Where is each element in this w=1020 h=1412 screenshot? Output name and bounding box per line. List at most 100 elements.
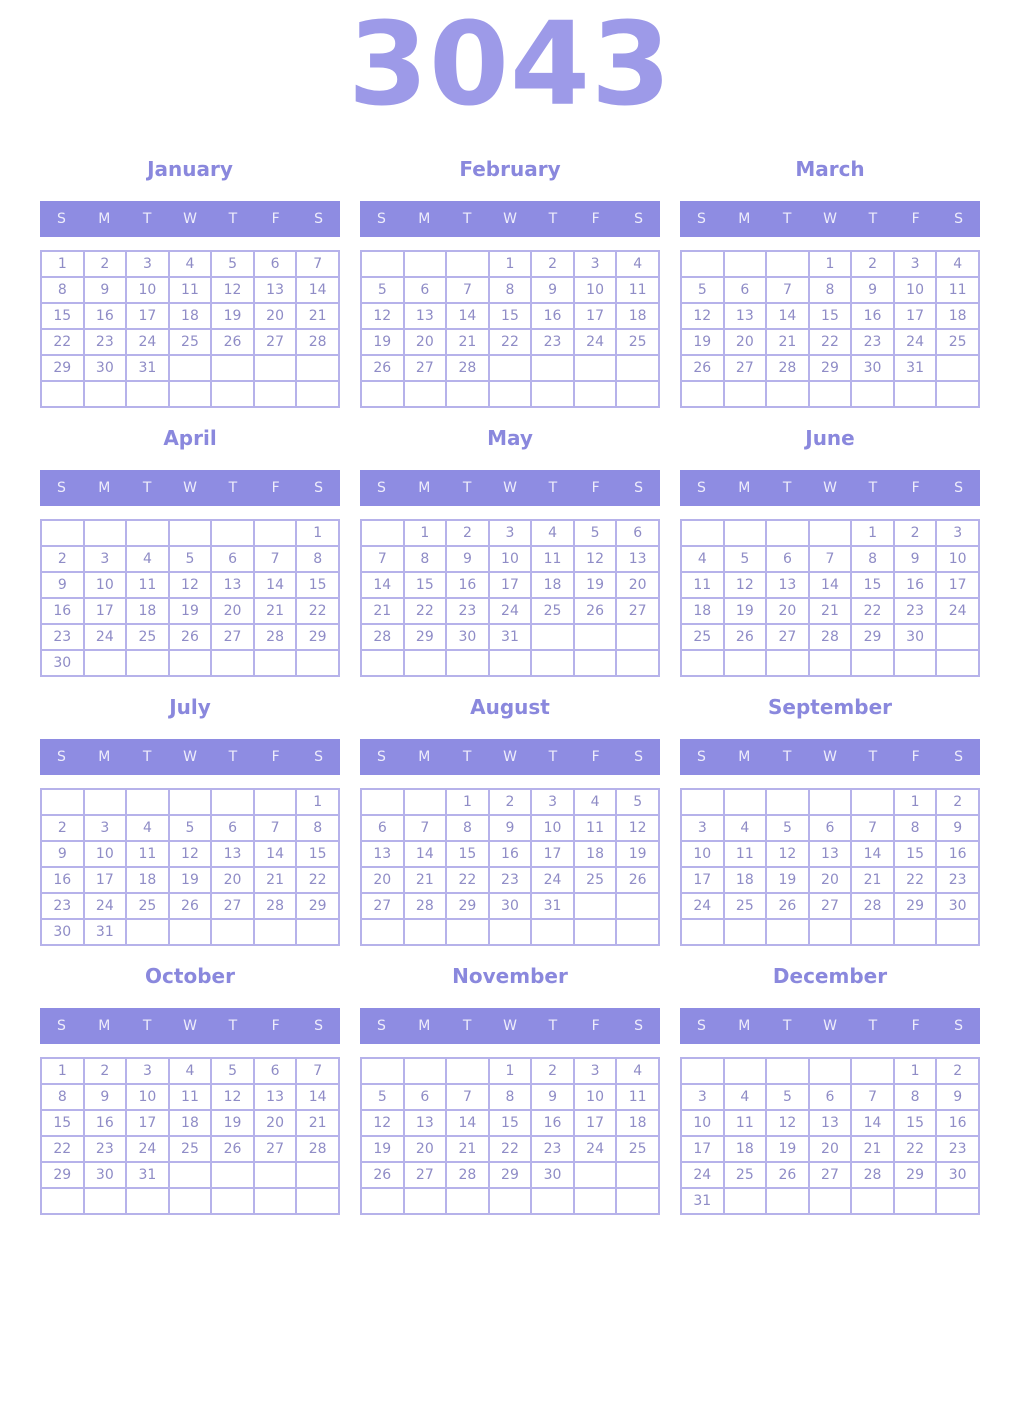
day-cell: 8 [295, 814, 340, 842]
week-row: 30 31 [40, 918, 340, 946]
week-row: 19 20 21 22 23 24 25 [680, 328, 980, 356]
month-day-grid: 1 2 3 4 5 6 7 8 9 10 11 12 13 14 15 16 17 18 19 20 21 22 23 24 2… [680, 788, 980, 946]
weekday-header: F [271, 480, 280, 496]
day-cell: 30 [40, 918, 85, 946]
week-row: 5 6 7 8 9 10 11 [360, 1083, 660, 1111]
day-cell: 22 [445, 866, 490, 894]
empty-day-cell [445, 649, 490, 677]
day-cell: 6 [210, 814, 255, 842]
week-row: 22 23 24 25 26 27 28 [40, 1135, 340, 1163]
day-cell: 18 [125, 597, 170, 625]
week-row: 10 11 12 13 14 15 16 [680, 840, 980, 868]
day-cell: 19 [360, 328, 405, 356]
week-row: 16 17 18 19 20 21 22 [40, 866, 340, 894]
weekday-header: F [911, 480, 920, 496]
empty-day-cell [572, 623, 618, 651]
day-cell: 5 [680, 276, 725, 304]
day-cell: 10 [935, 545, 980, 573]
day-cell: 27 [360, 892, 405, 920]
day-cell: 19 [360, 1135, 405, 1163]
day-cell: 5 [722, 545, 768, 573]
empty-day-cell [295, 1161, 340, 1189]
day-cell: 10 [82, 840, 128, 868]
empty-day-cell [935, 623, 980, 651]
empty-day-cell [530, 380, 575, 408]
day-cell: 30 [935, 892, 980, 920]
day-cell: 18 [530, 571, 575, 599]
weekday-header: W [823, 211, 837, 227]
day-cell: 13 [402, 1109, 448, 1137]
empty-day-cell [615, 918, 660, 946]
day-cell: 9 [530, 276, 575, 304]
empty-day-cell [210, 519, 255, 547]
empty-day-cell [572, 354, 618, 382]
day-cell: 17 [530, 840, 575, 868]
day-cell: 29 [445, 892, 490, 920]
day-cell: 4 [615, 250, 660, 278]
empty-day-cell [167, 649, 213, 677]
week-row: 29 30 31 [40, 354, 340, 382]
month-day-grid: 1 2 3 4 5 6 7 8 9 10 11 12 13 14 15 16 17 18 19 20 21 22 23 24 2… [680, 1057, 980, 1215]
day-cell: 21 [807, 597, 853, 625]
day-cell: 21 [445, 1135, 490, 1163]
weekday-header: T [868, 211, 878, 227]
day-cell: 17 [680, 1135, 725, 1163]
empty-day-cell [680, 918, 725, 946]
day-cell: 12 [765, 1109, 810, 1137]
day-cell: 16 [530, 1109, 575, 1137]
week-row: 25 26 27 28 29 30 [680, 623, 980, 651]
empty-day-cell [252, 354, 298, 382]
empty-day-cell [615, 380, 660, 408]
day-cell: 17 [125, 302, 170, 330]
month-day-grid: 1 2 3 4 5 6 7 8 9 10 11 12 13 14 15 16 17 18 19 20 21 22 23 24 2… [40, 519, 340, 677]
day-cell: 15 [892, 840, 938, 868]
day-cell: 11 [167, 276, 213, 304]
day-cell: 11 [615, 276, 660, 304]
empty-day-cell [252, 649, 298, 677]
day-cell: 17 [82, 866, 128, 894]
day-cell: 1 [487, 1057, 533, 1085]
day-cell: 2 [935, 788, 980, 816]
week-row: 17 18 19 20 21 22 23 [680, 1135, 980, 1163]
day-cell: 11 [935, 276, 980, 304]
empty-day-cell [807, 519, 853, 547]
empty-day-cell [252, 788, 298, 816]
day-cell: 6 [252, 1057, 298, 1085]
day-cell: 28 [295, 1135, 340, 1163]
month-day-grid: 1 2 3 4 5 6 7 8 9 10 11 12 13 14 15 16 17 18 19 20 21 22 23 24 2… [360, 1057, 660, 1215]
empty-day-cell [295, 1187, 340, 1215]
month-day-grid: 1 2 3 4 5 6 7 8 9 10 11 12 13 14 15 16 17 18 19 20 21 22 23 24 2… [360, 519, 660, 677]
day-cell: 15 [402, 571, 448, 599]
week-row: 8 9 10 11 12 13 14 [40, 1083, 340, 1111]
empty-day-cell [935, 354, 980, 382]
month-day-grid: 1 2 3 4 5 6 7 8 9 10 11 12 13 14 15 16 17 18 19 20 21 22 23 24 2… [40, 788, 340, 946]
day-cell: 27 [402, 1161, 448, 1189]
day-cell: 29 [850, 623, 895, 651]
day-cell: 24 [680, 1161, 725, 1189]
weekday-header: T [228, 749, 238, 765]
day-cell: 7 [402, 814, 448, 842]
week-row: 31 [680, 1187, 980, 1215]
day-cell: 8 [445, 814, 490, 842]
day-cell: 19 [167, 866, 213, 894]
day-cell: 30 [892, 623, 938, 651]
day-cell: 3 [125, 1057, 170, 1085]
day-cell: 20 [615, 571, 660, 599]
week-row: 10 11 12 13 14 15 16 [680, 1109, 980, 1137]
day-cell: 24 [572, 1135, 618, 1163]
weekday-header: M [738, 1018, 751, 1034]
day-cell: 11 [125, 840, 170, 868]
weekday-header: S [634, 1018, 644, 1034]
day-cell: 7 [252, 545, 298, 573]
day-cell: 6 [807, 814, 853, 842]
empty-day-cell [615, 892, 660, 920]
month-title: February [459, 157, 561, 181]
weekday-header: F [591, 749, 600, 765]
day-cell: 27 [615, 597, 660, 625]
empty-day-cell [402, 918, 448, 946]
